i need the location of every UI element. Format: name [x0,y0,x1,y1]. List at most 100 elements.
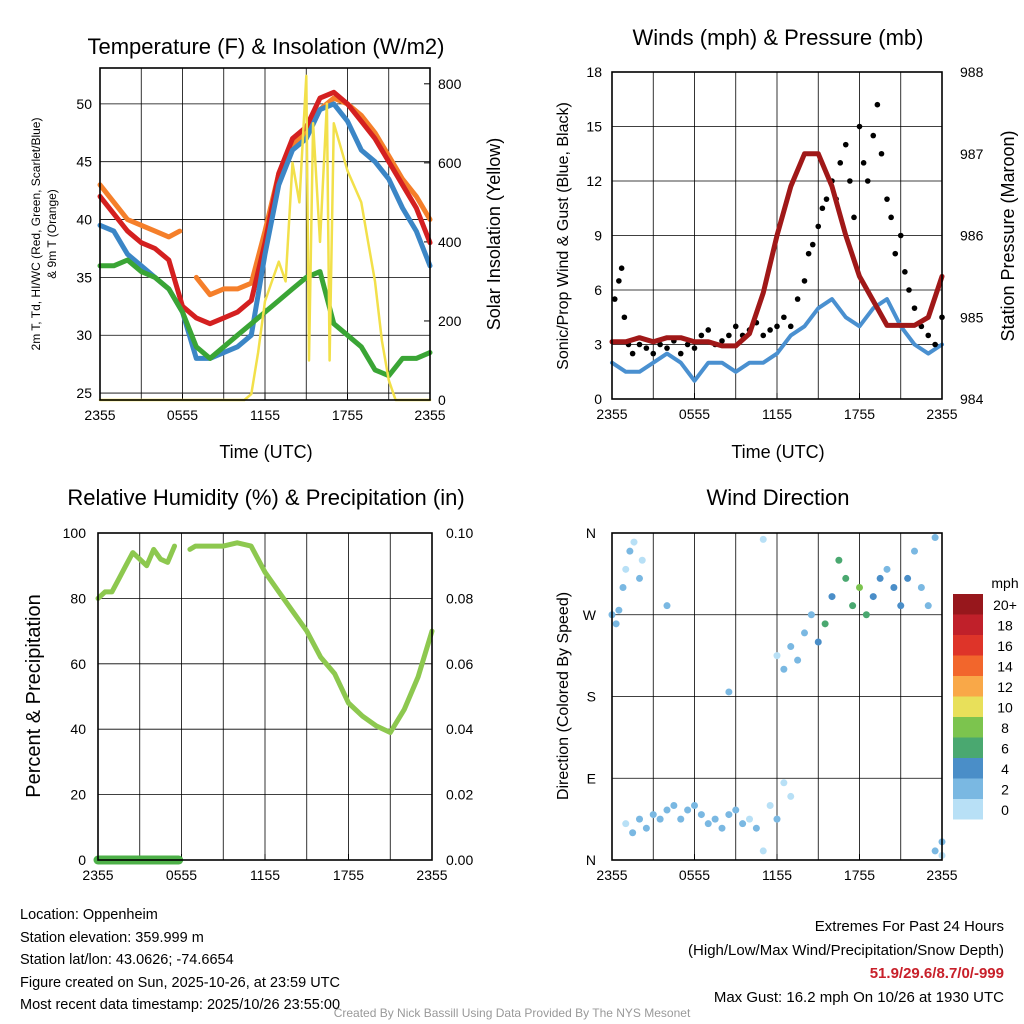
direction-point [656,815,664,823]
wind-xtick-label: 2355 [596,406,627,422]
gust-point [906,287,912,293]
station-info: Location: Oppenheim Station elevation: 3… [20,904,340,1017]
dir-xtick-label: 0555 [679,867,710,883]
direction-point [842,574,850,582]
direction-point [663,806,671,814]
gust-point [884,196,890,202]
legend-swatch [953,717,983,738]
dir-ytick-label: N [586,525,596,541]
direction-point [821,620,829,628]
gust-point [911,305,918,311]
legend-label: 4 [1001,761,1009,777]
extremes: Extremes For Past 24 Hours (High/Low/Max… [688,915,1004,1009]
wind-ytick-label: 9 [594,228,602,244]
temp-ytick-label: 50 [76,96,92,112]
legend-label: 16 [997,638,1013,654]
location: Location: Oppenheim [20,907,158,923]
direction-point [711,815,719,823]
gust-point [664,345,670,351]
dir-ytick-label: W [583,607,597,623]
gust-point [629,350,636,357]
direction-point [814,638,822,646]
temp-y2tick-label: 800 [438,76,462,92]
gust-point [860,160,867,166]
gust-point [787,323,794,330]
temp-ytick-label: 40 [76,212,92,228]
wind-ytick-label: 15 [586,119,602,135]
legend-label: 12 [997,679,1013,695]
direction-point [691,802,698,809]
rh-y2tick-label: 0.08 [446,590,473,606]
wind-title: Winds (mph) & Pressure (mb) [633,25,924,50]
gust-point [643,345,650,351]
direction-point [897,602,905,610]
direction-point [828,593,836,601]
recent-timestamp: Most recent data timestamp: 2025/10/26 2… [20,997,341,1013]
direction-point [924,602,932,610]
temp-xtick-label: 1755 [332,407,363,423]
wind-ylabel: Sonic/Prop Wind & Gust (Blue, Black) [555,102,572,370]
credit: Created By Nick Bassill Using Data Provi… [333,1006,691,1020]
gust-point [621,314,628,321]
wind-frame [611,71,943,400]
dir-xtick-label: 2355 [596,867,627,883]
direction-point [890,584,898,591]
direction-point [807,611,815,619]
direction-point [752,824,760,832]
dir-xtick-label: 1155 [762,867,792,883]
wind-xlabel: Time (UTC) [731,442,824,462]
gust-point [805,250,812,257]
direction-point [835,556,843,564]
direction-point [904,574,912,582]
legend-swatch [953,778,983,799]
rh-xtick-label: 1155 [250,867,280,883]
legend-label: 2 [1001,782,1009,798]
direction-point [677,815,685,823]
wind-ytick-label: 3 [594,337,602,353]
wind-y2tick-label: 984 [960,391,984,407]
direction-point [638,556,646,564]
legend-swatch [953,614,983,635]
gust-point [888,214,894,221]
dir-xtick-label: 1755 [844,867,875,883]
temp-y2tick-label: 400 [438,234,462,250]
gust-point [698,332,705,339]
rh-ytick-label: 40 [70,721,86,737]
direction-point [630,538,638,546]
gust-point [851,214,857,221]
direction-point [649,811,657,819]
legend-label: 6 [1001,741,1009,757]
direction-point [759,847,767,855]
gust-point [636,341,643,348]
direction-point [739,820,747,828]
series-9m-t [97,182,183,240]
direction-point [622,565,630,573]
dir-frame [611,532,943,861]
series-pressure [609,151,945,349]
rh-xtick-label: 2355 [82,867,113,883]
temp-xtick-label: 2355 [414,407,445,423]
gust-point [650,350,657,357]
gust-point [897,232,904,239]
series-td [97,257,433,379]
temp-xtick-label: 2355 [84,407,115,423]
direction-point [732,806,740,814]
gust-point [842,141,849,148]
direction-point [773,815,781,823]
gust-point [856,123,863,130]
temp-xtick-label: 1155 [250,407,280,423]
extremes-values: 51.9/29.6/8.7/0/-999 [869,965,1004,982]
rh-ytick-label: 0 [78,852,86,868]
gust-point [878,150,885,157]
wind-ytick-label: 6 [594,282,602,298]
direction-point [773,652,781,660]
wind-y2tick-label: 986 [960,228,984,244]
temp-y2tick-label: 0 [438,392,446,408]
rh-ytick-label: 20 [70,787,86,803]
direction-point [636,815,643,823]
max-gust: Max Gust: 16.2 mph On 10/26 at 1930 UTC [713,988,1004,1006]
direction-point [759,535,767,543]
legend-swatch [953,655,983,676]
temp-ytick-label: 25 [76,385,92,401]
